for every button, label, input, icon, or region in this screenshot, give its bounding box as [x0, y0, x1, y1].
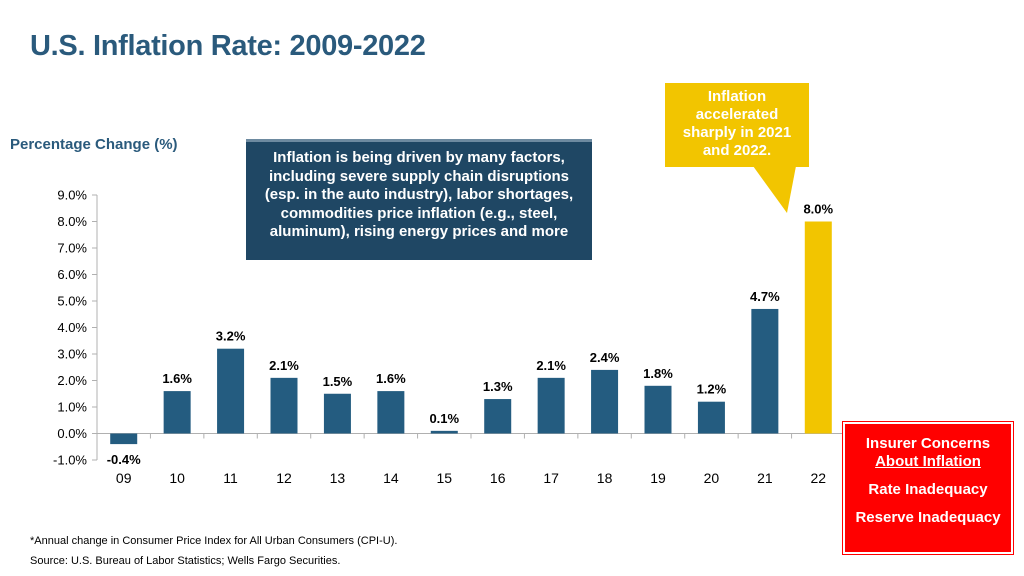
bar-20 — [697, 401, 725, 434]
data-label-19: 1.8% — [643, 366, 673, 381]
data-label-10: 1.6% — [162, 371, 192, 386]
bar-09 — [110, 433, 138, 445]
y-tick-label: 3.0% — [57, 347, 87, 362]
x-tick-label-20: 20 — [704, 470, 720, 486]
bar-22 — [804, 221, 832, 434]
x-tick-label-10: 10 — [169, 470, 185, 486]
x-tick-label-13: 13 — [330, 470, 346, 486]
y-tick-label: 4.0% — [57, 320, 87, 335]
x-tick-label-11: 11 — [223, 470, 238, 486]
x-tick-label-15: 15 — [436, 470, 452, 486]
data-label-17: 2.1% — [536, 358, 566, 373]
data-label-22: 8.0% — [803, 202, 833, 217]
bar-13 — [323, 393, 351, 434]
x-tick-label-12: 12 — [276, 470, 292, 486]
x-tick-label-21: 21 — [757, 470, 773, 486]
bar-17 — [537, 377, 565, 434]
x-tick-label-17: 17 — [543, 470, 559, 486]
y-tick-label: 7.0% — [57, 241, 87, 256]
page-title: U.S. Inflation Rate: 2009-2022 — [30, 30, 426, 62]
bar-10 — [163, 391, 191, 434]
data-label-21: 4.7% — [750, 289, 780, 304]
y-axis-label: Percentage Change (%) — [10, 136, 178, 153]
source-note: Source: U.S. Bureau of Labor Statistics;… — [30, 555, 341, 567]
y-tick-label: 8.0% — [57, 214, 87, 229]
data-label-20: 1.2% — [697, 382, 727, 397]
y-tick-label: 5.0% — [57, 294, 87, 309]
y-tick-label: 1.0% — [57, 400, 87, 415]
bar-21 — [751, 308, 779, 434]
data-label-15: 0.1% — [429, 411, 459, 426]
inflation-acceleration-callout: Inflation accelerated sharply in 2021 an… — [665, 83, 809, 167]
x-tick-label-22: 22 — [810, 470, 826, 486]
y-tick-label: 9.0% — [57, 188, 87, 203]
data-label-16: 1.3% — [483, 379, 513, 394]
concern-rate-inadequacy: Rate Inadequacy — [868, 481, 988, 498]
y-tick-label: 6.0% — [57, 267, 87, 282]
x-tick-label-14: 14 — [383, 470, 399, 486]
footnote: *Annual change in Consumer Price Index f… — [30, 535, 398, 547]
concerns-title-line2: About Inflation — [875, 453, 981, 470]
x-tick-label-18: 18 — [597, 470, 613, 486]
bar-14 — [377, 391, 405, 434]
bar-18 — [591, 369, 619, 434]
x-tick-label-19: 19 — [650, 470, 666, 486]
bar-11 — [217, 348, 245, 434]
x-tick-label-16: 16 — [490, 470, 506, 486]
bar-19 — [644, 385, 672, 434]
y-tick-label: 0.0% — [57, 426, 87, 441]
bar-16 — [484, 399, 512, 434]
data-label-09: -0.4% — [107, 452, 141, 467]
x-tick-label-09: 09 — [116, 470, 132, 486]
data-label-13: 1.5% — [323, 374, 353, 389]
y-tick-label: 2.0% — [57, 373, 87, 388]
data-label-12: 2.1% — [269, 358, 299, 373]
data-label-18: 2.4% — [590, 350, 620, 365]
concerns-title-line1: Insurer Concerns — [865, 435, 991, 452]
insurer-concerns-box: Insurer Concerns About Inflation Rate In… — [842, 421, 1014, 555]
data-label-14: 1.6% — [376, 371, 406, 386]
y-tick-label: -1.0% — [53, 453, 87, 468]
bar-15 — [430, 430, 458, 434]
bar-12 — [270, 377, 298, 434]
inflation-drivers-callout: Inflation is being driven by many factor… — [246, 139, 592, 260]
concern-reserve-inadequacy: Reserve Inadequacy — [855, 509, 1001, 526]
data-label-11: 3.2% — [216, 329, 246, 344]
